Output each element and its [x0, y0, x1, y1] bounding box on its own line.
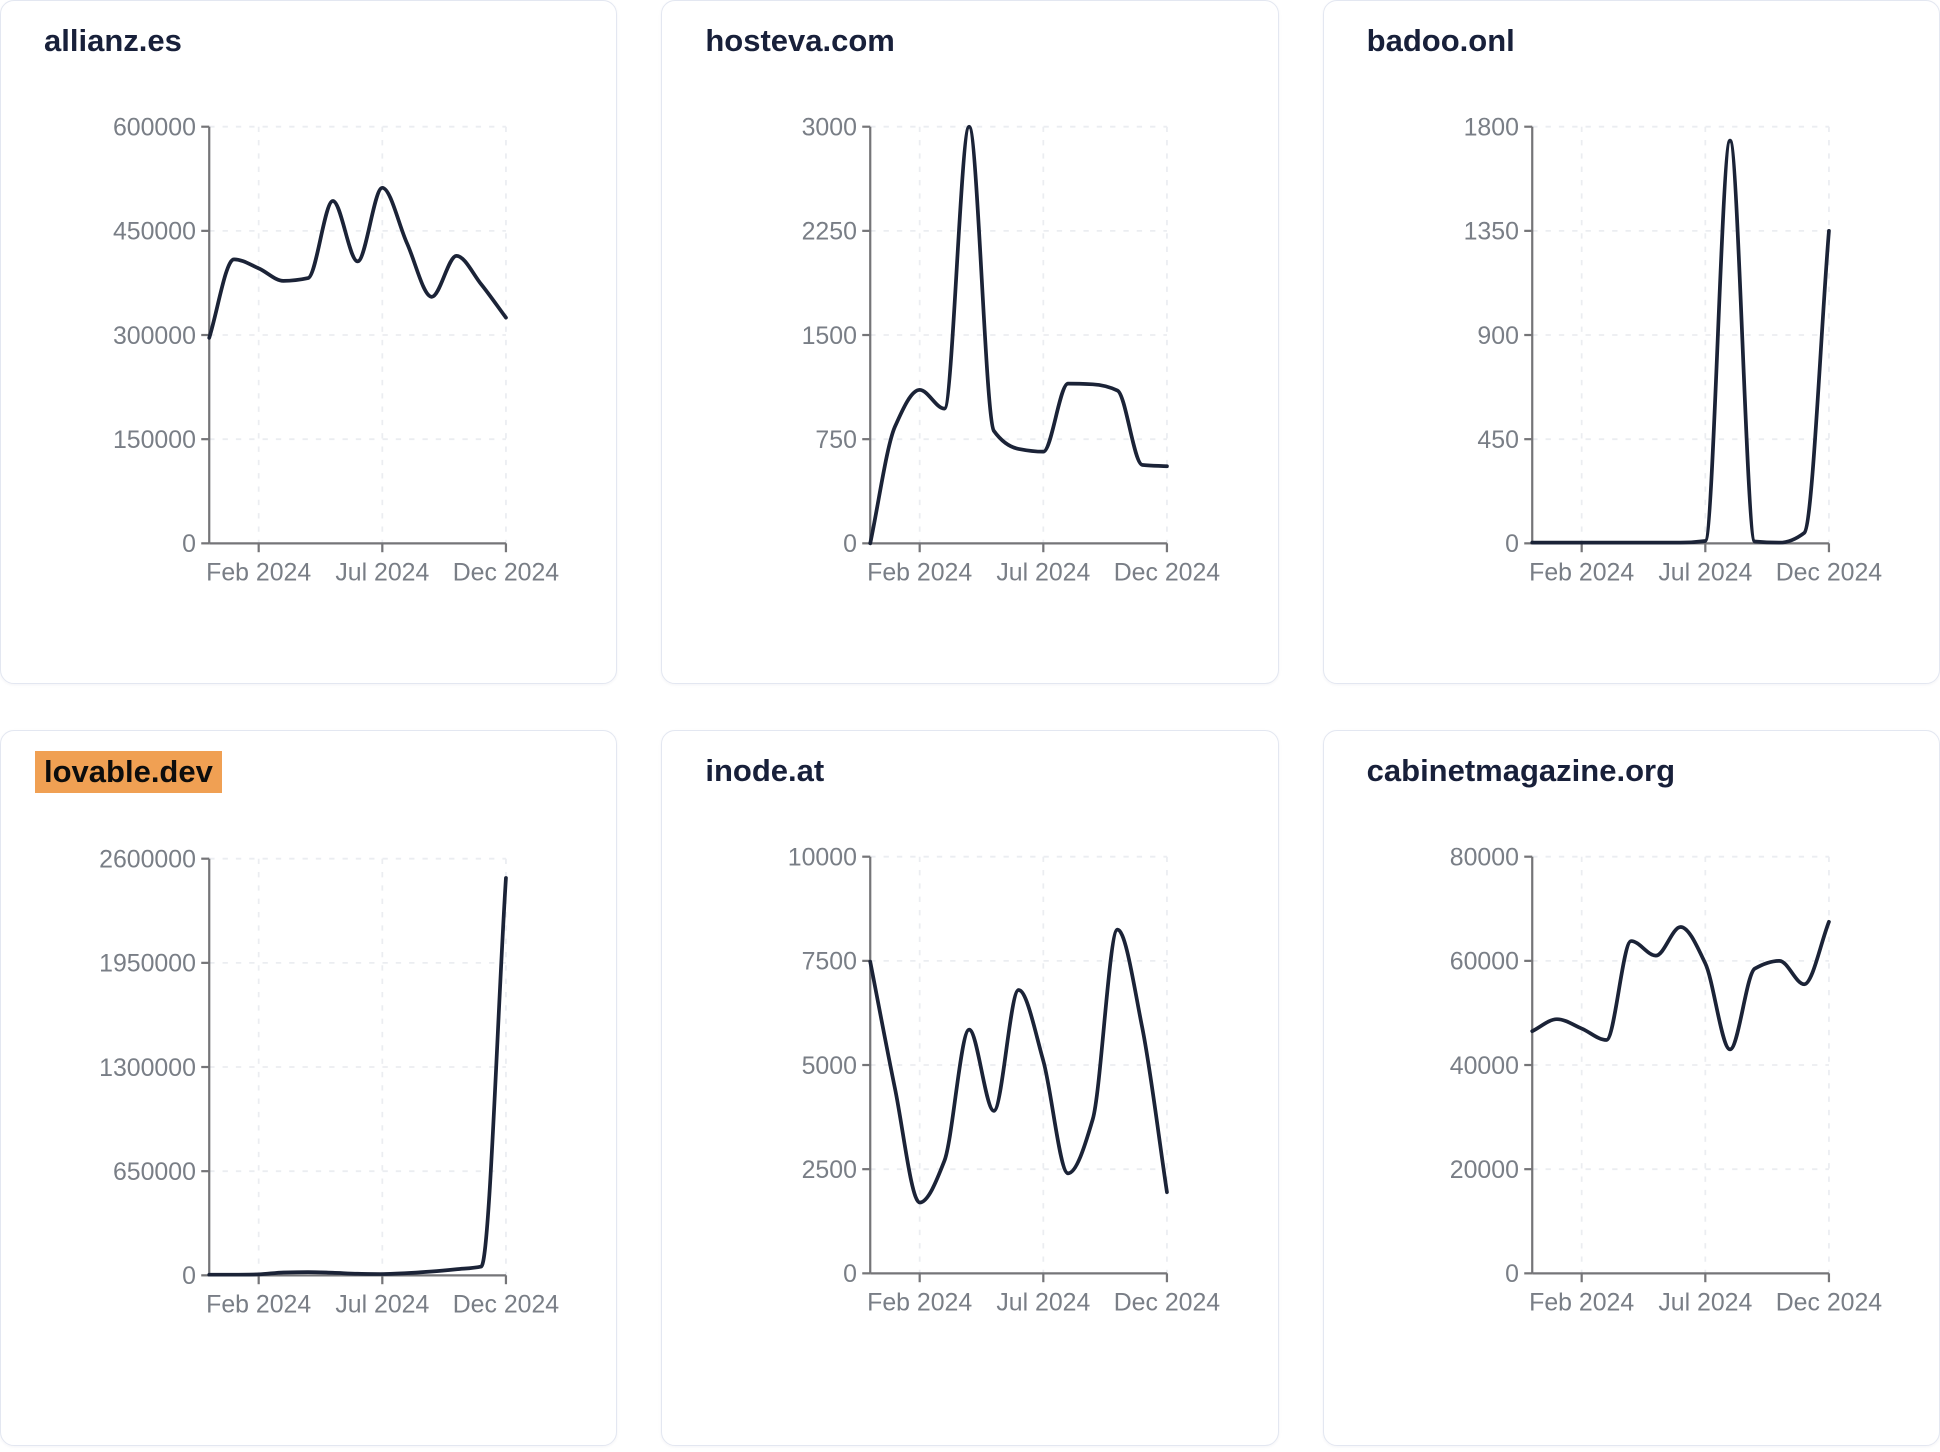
- traffic-line-chart: 0 20000 40000 60000 80000 Feb 2024 Jul 2024 Dec…: [1449, 844, 1882, 1317]
- y-tick-label: 450: [1477, 426, 1518, 454]
- chart-title: badoo.onl: [1367, 21, 1913, 61]
- y-tick-label: 0: [843, 1260, 857, 1288]
- y-tick-label: 1350: [1463, 218, 1518, 246]
- chart-card-allianz-es: allianz.es 0 150000 300000 450000 600000 Feb …: [0, 0, 618, 684]
- y-tick-label: 5000: [802, 1052, 857, 1080]
- x-tick-label: Dec 2024: [1775, 559, 1882, 587]
- x-tick-label: Jul 2024: [1658, 1289, 1752, 1317]
- y-tick-label: 2500: [802, 1156, 857, 1184]
- x-tick-label: Dec 2024: [1114, 559, 1221, 587]
- series-line: [1530, 138, 1831, 545]
- x-tick-label: Feb 2024: [206, 559, 311, 587]
- y-tick-label: 60000: [1449, 948, 1518, 976]
- x-tick-label: Dec 2024: [453, 1291, 560, 1319]
- y-tick-label: 2600000: [99, 846, 196, 874]
- domain-name-label-highlighted: lovable.dev: [35, 751, 222, 793]
- x-tick-label: Feb 2024: [1529, 1289, 1634, 1317]
- y-tick-label: 650000: [113, 1158, 196, 1186]
- y-tick-label: 10000: [788, 844, 857, 872]
- x-tick-label: Feb 2024: [867, 559, 972, 587]
- series-line: [207, 185, 508, 340]
- domain-name-label: allianz.es: [44, 23, 182, 58]
- y-tick-label: 20000: [1449, 1156, 1518, 1184]
- chart-title: hosteva.com: [705, 21, 1251, 61]
- y-tick-label: 1800: [1463, 114, 1518, 142]
- y-tick-label: 750: [816, 426, 857, 454]
- series-line: [1530, 919, 1831, 1052]
- y-tick-label: 1500: [802, 322, 857, 350]
- x-tick-label: Jul 2024: [997, 559, 1091, 587]
- chart-card-lovable-dev: lovable.dev 0 650000 1300000 1950000 2600000…: [0, 730, 618, 1446]
- y-tick-label: 0: [182, 1262, 196, 1290]
- y-tick-label: 1950000: [99, 950, 196, 978]
- y-tick-label: 0: [1505, 1260, 1519, 1288]
- y-tick-label: 900: [1477, 322, 1518, 350]
- x-tick-label: Feb 2024: [867, 1289, 972, 1317]
- y-tick-label: 0: [182, 530, 196, 558]
- series-line: [207, 876, 508, 1277]
- chart-title: lovable.dev: [35, 751, 590, 793]
- y-tick-label: 7500: [802, 948, 857, 976]
- traffic-line-chart: 0 450 900 1350 1800 Feb 2024 Jul 2024 Dec 2024: [1463, 114, 1882, 587]
- y-tick-label: 600000: [113, 114, 196, 142]
- domain-name-label: inode.at: [705, 753, 825, 788]
- y-tick-label: 0: [1505, 530, 1519, 558]
- chart-card-badoo-onl: badoo.onl 0 450 900 1350 1800 Feb 2024 Jul 202…: [1322, 0, 1940, 684]
- x-tick-label: Feb 2024: [1529, 559, 1634, 587]
- x-tick-label: Dec 2024: [1775, 1289, 1882, 1317]
- x-tick-label: Feb 2024: [206, 1291, 311, 1319]
- domain-name-label: cabinetmagazine.org: [1366, 753, 1676, 788]
- y-tick-label: 150000: [113, 426, 196, 454]
- y-tick-label: 80000: [1449, 844, 1518, 872]
- x-tick-label: Jul 2024: [997, 1289, 1091, 1317]
- x-tick-label: Jul 2024: [1658, 559, 1752, 587]
- chart-card-hosteva-com: hosteva.com 0 750 1500 2250 3000 Feb 2024 Jul …: [661, 0, 1279, 684]
- x-tick-label: Jul 2024: [335, 1291, 429, 1319]
- series-line: [868, 124, 1170, 546]
- traffic-line-chart: 0 2500 5000 7500 10000 Feb 2024 Jul 2024 Dec 20…: [788, 844, 1221, 1317]
- domain-name-label: badoo.onl: [1366, 23, 1515, 58]
- y-tick-label: 3000: [802, 114, 857, 142]
- chart-title: inode.at: [705, 751, 1251, 791]
- x-tick-label: Dec 2024: [453, 559, 560, 587]
- x-tick-label: Jul 2024: [335, 559, 429, 587]
- y-tick-label: 450000: [113, 218, 196, 246]
- traffic-line-chart: 0 650000 1300000 1950000 2600000 Feb 2024 Jul …: [99, 846, 560, 1319]
- y-tick-label: 300000: [113, 322, 196, 350]
- chart-title: cabinetmagazine.org: [1367, 751, 1913, 791]
- series-line: [868, 927, 1170, 1205]
- y-tick-label: 0: [843, 530, 857, 558]
- traffic-line-chart: 0 150000 300000 450000 600000 Feb 2024 Jul 202…: [113, 114, 560, 587]
- y-tick-label: 1300000: [99, 1054, 196, 1082]
- x-tick-label: Dec 2024: [1114, 1289, 1221, 1317]
- domain-name-label: hosteva.com: [705, 23, 895, 58]
- y-tick-label: 2250: [802, 218, 857, 246]
- chart-card-cabinetmagazine-org: cabinetmagazine.org 0 20000 40000 60000 8000…: [1322, 730, 1940, 1446]
- y-tick-label: 40000: [1449, 1052, 1518, 1080]
- chart-card-inode-at: inode.at 0 2500 5000 7500 10000 Feb 2024 Jul 2…: [661, 730, 1279, 1446]
- chart-title: allianz.es: [44, 21, 590, 61]
- traffic-line-chart: 0 750 1500 2250 3000 Feb 2024 Jul 2024 Dec 2024: [802, 114, 1221, 587]
